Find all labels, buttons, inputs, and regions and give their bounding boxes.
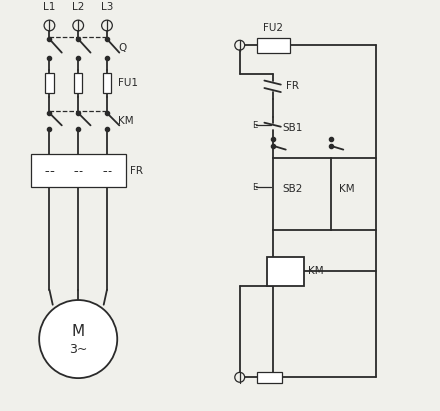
Text: FR: FR [130,166,143,175]
Text: 3~: 3~ [69,343,88,356]
Text: KM: KM [308,266,324,276]
Text: KM: KM [339,184,355,194]
Bar [257,372,282,383]
Text: L3: L3 [101,2,113,12]
Bar [31,154,126,187]
Text: L2: L2 [72,2,84,12]
Bar [257,38,290,53]
Text: Q: Q [118,43,127,53]
Bar [45,73,54,93]
Text: FR: FR [286,81,299,91]
Bar [103,73,111,93]
Text: L1: L1 [43,2,55,12]
Circle shape [39,300,117,378]
Text: KM: KM [118,116,134,126]
Text: SB2: SB2 [282,184,303,194]
Bar [267,257,304,286]
Text: SB1: SB1 [282,123,303,134]
Text: E: E [252,183,257,192]
Text: FU1: FU1 [118,78,139,88]
Text: FU2: FU2 [264,23,283,33]
Bar [74,73,82,93]
Text: E: E [252,121,257,129]
Text: M: M [72,324,85,339]
